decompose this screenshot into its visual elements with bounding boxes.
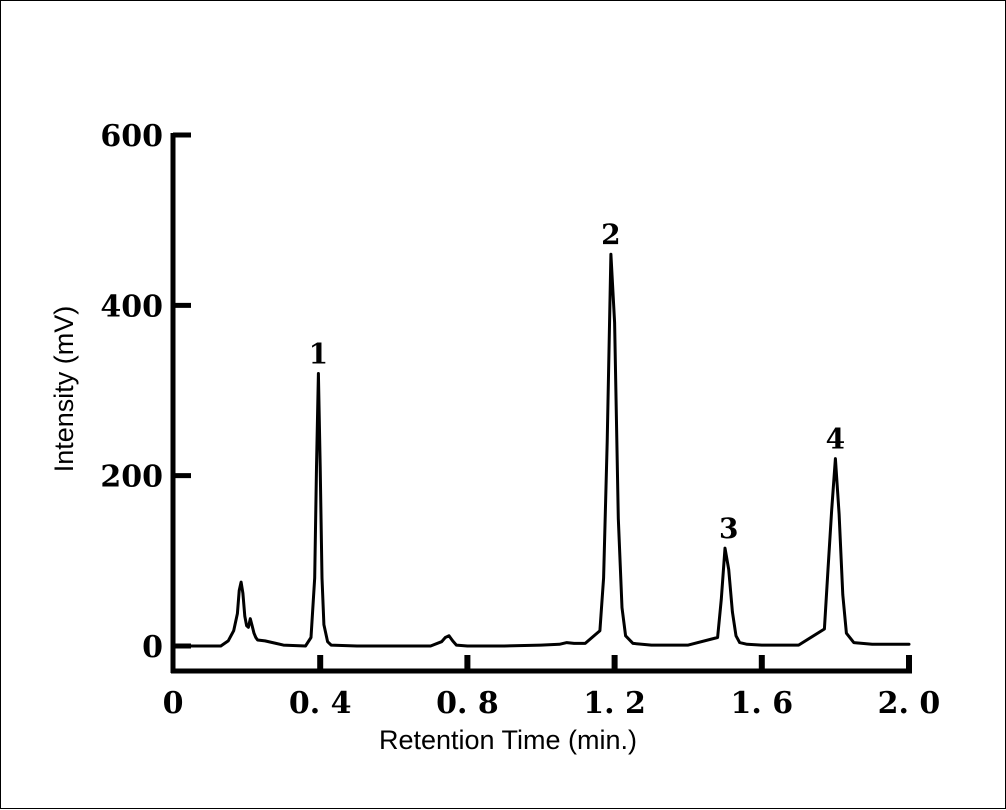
axes-group <box>170 133 912 674</box>
y-tick-label: 0 <box>142 630 163 665</box>
x-tick-label: 0. 4 <box>289 686 352 721</box>
y-tick-label: 200 <box>100 460 163 495</box>
x-tick-label: 2. 0 <box>878 686 941 721</box>
peak-label: 4 <box>826 423 845 456</box>
ticks-group: 0 200 400 600 0 0. 4 0. 8 1. 2 1. 6 2. 0 <box>100 119 940 721</box>
y-axis-title: Intensity (mV) <box>49 306 79 473</box>
x-tick-label: 0 <box>163 686 184 721</box>
peak-label: 3 <box>719 512 738 545</box>
x-tick-label: 1. 2 <box>583 686 646 721</box>
peak-label: 2 <box>601 218 620 251</box>
x-axis-title: Retention Time (min.) <box>379 725 637 755</box>
chromatogram-trace <box>171 252 911 648</box>
series-group <box>171 252 911 648</box>
x-tick-label: 0. 8 <box>436 686 499 721</box>
y-tick-label: 400 <box>100 289 163 324</box>
annotations-group: 1 2 3 4 <box>309 218 846 545</box>
x-tick-label: 1. 6 <box>730 686 793 721</box>
y-tick-label: 600 <box>100 119 163 154</box>
peak-label: 1 <box>309 337 328 370</box>
